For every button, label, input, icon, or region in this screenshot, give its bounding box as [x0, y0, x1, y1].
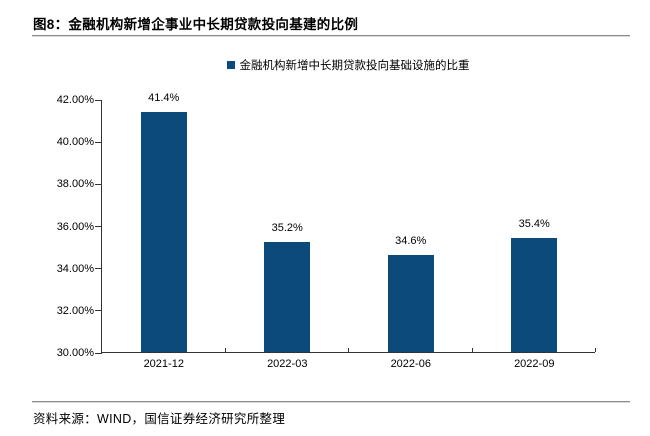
y-axis-tick [95, 268, 102, 270]
legend-label: 金融机构新增中长期贷款投向基础设施的比重 [239, 60, 470, 72]
plot-area: 30.00% 32.00% 34.00% 36.00% 38.00% 40.00% 42.0… [57, 92, 596, 370]
y-axis-tick [95, 99, 102, 101]
x-axis-label: 2022-06 [390, 358, 431, 370]
y-axis-label: 40.00% [56, 136, 94, 149]
legend-square-icon [226, 61, 235, 69]
source-note: 资料来源：WIND，国信证券经济研究所整理 [33, 412, 286, 426]
y-axis-label: 30.00% [56, 347, 94, 359]
title-divider [32, 35, 630, 36]
bar-value-label: 35.4% [518, 218, 550, 231]
x-axis-tick [471, 348, 473, 352]
y-axis-tick [95, 141, 102, 143]
x-axis-label: 2021-12 [143, 358, 184, 370]
bar-2022-03 [264, 242, 311, 352]
bar-value-label: 34.6% [395, 235, 427, 248]
source-divider [32, 401, 630, 402]
x-axis-tick [348, 348, 349, 352]
bar-value-label: 35.2% [271, 222, 303, 235]
y-axis-tick [95, 226, 102, 227]
bar-value-label: 41.4% [148, 91, 180, 104]
bar-2021-12 [140, 111, 187, 352]
chart-legend: 金融机构新增中长期贷款投向基础设施的比重 [101, 57, 595, 73]
y-axis-label: 38.00% [56, 178, 94, 191]
y-axis-label: 42.00% [56, 94, 94, 106]
bar-2022-06 [387, 255, 434, 352]
bar-2022-09 [511, 238, 558, 352]
x-axis-label: 2022-09 [514, 358, 555, 370]
x-axis-label: 2022-03 [267, 358, 308, 370]
y-axis-tick [95, 183, 102, 185]
figure-title: 图8：金融机构新增企事业中长期贷款投向基建的比例 [33, 17, 359, 32]
y-axis-tick [95, 310, 102, 312]
y-axis-tick [95, 352, 102, 354]
x-axis-tick [224, 348, 226, 352]
y-axis-label: 34.00% [56, 262, 94, 275]
y-axis-label: 32.00% [56, 304, 94, 317]
x-axis-tick [595, 348, 596, 352]
y-axis-label: 36.00% [56, 220, 94, 233]
